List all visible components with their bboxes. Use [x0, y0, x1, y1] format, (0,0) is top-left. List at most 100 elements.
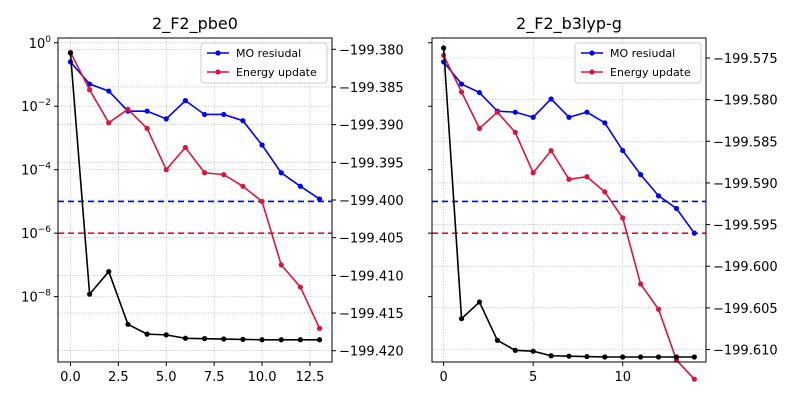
data-point	[240, 118, 246, 124]
data-point	[297, 337, 303, 343]
data-point	[201, 170, 208, 176]
data-point	[566, 176, 572, 182]
y-tick-label-left: 10−8	[21, 289, 51, 306]
data-point	[144, 108, 150, 114]
data-point	[278, 337, 284, 343]
legend-label: Energy update	[236, 66, 317, 79]
y-tick-label-right: −199.610	[713, 344, 778, 359]
y-tick-label-left: 10−4	[21, 162, 51, 179]
data-point	[106, 120, 112, 126]
data-point	[87, 87, 93, 93]
series-3	[441, 45, 697, 360]
data-point	[125, 106, 131, 112]
x-tick-label: 12.5	[295, 370, 324, 385]
y-tick-label-right: −199.385	[339, 81, 404, 96]
axes-frame	[431, 37, 707, 363]
data-point	[584, 174, 590, 180]
series-line	[69, 53, 320, 341]
data-point	[87, 291, 93, 297]
y-tick-label-right: −199.420	[339, 345, 404, 360]
y-tick-label-right: −199.390	[339, 119, 404, 134]
data-point	[316, 337, 323, 343]
legend-marker	[215, 50, 221, 56]
data-point	[297, 183, 303, 189]
legend-marker	[589, 50, 595, 56]
data-point	[163, 167, 169, 173]
x-tick-label: 7.5	[204, 370, 225, 385]
data-point	[476, 299, 483, 305]
y-tick-label-right: −199.605	[713, 302, 778, 317]
data-point	[638, 172, 644, 178]
chart-panel-2: 0 5 10 −199.575 −199.580 −199.585 −199.590 −199…	[428, 14, 778, 385]
data-point	[201, 111, 208, 118]
data-point	[297, 284, 303, 290]
data-point	[144, 125, 150, 132]
x-tick-label: 10	[614, 370, 631, 385]
data-point	[548, 353, 554, 359]
series-2	[67, 49, 323, 331]
data-point	[259, 142, 265, 148]
data-point	[163, 332, 169, 338]
data-point	[201, 336, 208, 342]
data-point	[316, 196, 323, 202]
data-point	[182, 98, 189, 104]
data-point	[221, 172, 227, 178]
data-point	[240, 183, 246, 189]
data-point	[691, 354, 697, 360]
legend: MO resiudal Energy update	[200, 42, 328, 84]
data-point	[620, 215, 626, 221]
grid	[58, 38, 332, 362]
x-tick-label: 5	[529, 370, 537, 385]
data-point	[512, 347, 518, 353]
chart-title: 2_F2_b3lyp-g	[516, 14, 622, 34]
data-point	[476, 125, 483, 132]
y-tick-label-right: −199.400	[339, 194, 404, 209]
data-point	[602, 120, 608, 126]
data-point	[125, 321, 131, 327]
y-tick-label-right: −199.595	[713, 219, 778, 234]
y-tick-label-right: −199.395	[339, 156, 404, 171]
data-point	[476, 89, 483, 96]
legend-label: Energy update	[610, 66, 691, 79]
data-point	[530, 170, 536, 176]
data-point	[673, 354, 680, 360]
data-point	[691, 230, 697, 236]
y-tick-label-left: 10−6	[21, 225, 51, 242]
data-point	[221, 336, 227, 342]
data-point	[655, 306, 662, 312]
data-point	[584, 109, 590, 115]
data-point	[458, 89, 465, 95]
data-point	[494, 337, 500, 343]
legend-marker	[589, 69, 595, 75]
x-tick-label: 5.0	[156, 370, 177, 385]
chart-title: 2_F2_pbe0	[152, 14, 238, 34]
data-point	[548, 96, 554, 102]
data-point	[530, 348, 536, 354]
data-point	[182, 144, 189, 151]
data-point	[638, 354, 644, 360]
data-point	[620, 354, 626, 360]
series-line	[442, 55, 695, 380]
y-tick-label-right: −199.580	[713, 94, 778, 109]
data-point	[584, 353, 590, 360]
series-2	[441, 52, 697, 382]
x-tick-label: 0	[439, 370, 447, 385]
legend-box	[574, 42, 702, 84]
series-3	[67, 50, 323, 343]
data-point	[240, 336, 246, 342]
y-tick-label-right: −199.415	[339, 307, 404, 322]
data-point	[259, 198, 265, 205]
data-point	[530, 114, 536, 120]
x-tick-label: 2.5	[108, 370, 129, 385]
y-tick-label-right: −199.590	[713, 177, 778, 192]
y-tick-label-right: −199.575	[713, 52, 778, 67]
data-point	[566, 114, 572, 120]
data-point	[458, 316, 465, 322]
series-line	[69, 61, 320, 200]
axes-frame	[57, 37, 333, 363]
series-line	[443, 61, 696, 234]
data-point	[259, 337, 265, 343]
chart-panel-1: 0.0 2.5 5.0 7.5 10.0 12.5 100 10−2 10−4 10−6 10−8 −…	[21, 14, 403, 385]
data-point	[566, 353, 572, 359]
data-point	[144, 331, 150, 337]
